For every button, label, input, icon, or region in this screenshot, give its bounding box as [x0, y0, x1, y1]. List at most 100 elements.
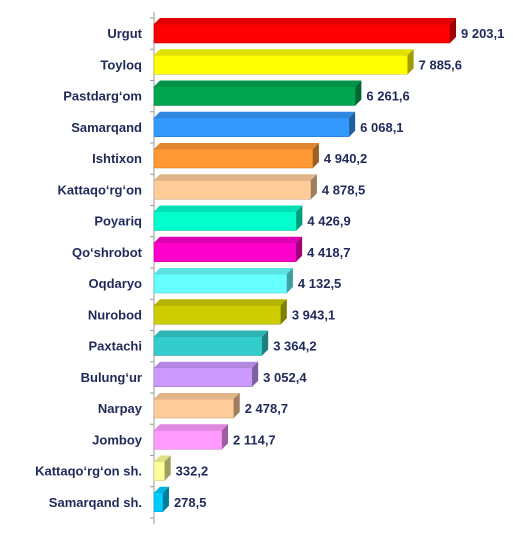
- bar: [153, 455, 171, 481]
- value-label: 278,5: [174, 495, 207, 510]
- bar-top: [154, 330, 269, 337]
- category-label: Bulung‘ur: [81, 370, 142, 385]
- bar-front: [153, 23, 451, 44]
- category-label: Urgut: [107, 26, 142, 41]
- category-label: Ishtixon: [92, 151, 142, 166]
- category-label: Poyariq: [94, 214, 142, 229]
- bar-side: [233, 393, 240, 418]
- category-label: Samarqand: [71, 120, 142, 135]
- category-label: Jomboy: [92, 432, 143, 447]
- bar-front: [153, 148, 314, 169]
- bar-side: [355, 80, 362, 106]
- bar-side: [252, 361, 259, 387]
- bar-side: [310, 174, 317, 200]
- bar: [153, 143, 319, 169]
- value-label: 2 478,7: [245, 401, 288, 416]
- bar-front: [153, 273, 288, 294]
- bars-group: [153, 18, 456, 512]
- bar-front: [153, 211, 297, 231]
- bar-front: [153, 461, 165, 481]
- bar-top: [154, 424, 229, 431]
- category-label: Nurobod: [88, 307, 142, 322]
- bar-side: [162, 486, 169, 512]
- bar-side: [286, 268, 293, 293]
- bar: [153, 424, 229, 450]
- bar-top: [154, 455, 171, 462]
- value-label: 7 885,6: [419, 57, 462, 72]
- bar-top: [154, 361, 259, 368]
- bar-front: [153, 55, 408, 75]
- bar-top: [154, 143, 319, 149]
- category-label: Qo‘shrobot: [72, 245, 143, 260]
- bar: [153, 330, 269, 356]
- bar: [153, 80, 362, 106]
- chart-axis: [150, 12, 155, 524]
- bar-front: [153, 242, 297, 262]
- bar-side: [262, 330, 269, 356]
- bar-top: [154, 299, 287, 306]
- bar-front: [153, 430, 223, 450]
- category-label: Paxtachi: [89, 339, 142, 354]
- bar: [153, 486, 169, 512]
- value-label: 4 940,2: [324, 151, 367, 166]
- bar: [153, 361, 259, 387]
- bar-side: [164, 455, 171, 481]
- bar: [153, 49, 414, 75]
- bar-front: [153, 367, 253, 387]
- bar: [153, 393, 240, 419]
- bar-top: [154, 486, 169, 493]
- bar-front: [153, 180, 312, 200]
- value-label: 6 261,6: [366, 89, 409, 104]
- bar-side: [407, 49, 414, 75]
- bar-top: [154, 174, 317, 181]
- bar-front: [153, 86, 356, 106]
- category-label: Toyloq: [100, 57, 142, 72]
- category-label: Pastdarg‘om: [63, 89, 142, 104]
- bar-front: [153, 305, 282, 325]
- bar-top: [154, 205, 303, 212]
- bar-side: [222, 424, 229, 450]
- labels-group: Urgut 9 203,1 Toyloq 7 885,6 Pastdarg‘om 6 26…: [35, 26, 504, 510]
- bar-side: [296, 205, 303, 231]
- bar: [153, 236, 303, 262]
- bar-front: [153, 492, 164, 512]
- bar: [153, 174, 317, 200]
- value-label: 4 426,9: [307, 214, 350, 229]
- bar-side: [450, 18, 456, 43]
- category-label: Narpay: [98, 401, 143, 416]
- bar-front: [153, 336, 263, 356]
- bar-top: [154, 268, 293, 274]
- value-label: 3 943,1: [292, 307, 335, 322]
- value-label: 4 132,5: [298, 276, 341, 291]
- category-label: Kattaqo‘rg‘on: [58, 182, 143, 197]
- bar-side: [312, 143, 319, 168]
- value-label: 4 878,5: [322, 182, 365, 197]
- bar: [153, 299, 287, 325]
- value-label: 6 068,1: [360, 120, 403, 135]
- value-label: 9 203,1: [461, 26, 504, 41]
- bar-side: [296, 236, 303, 262]
- value-label: 2 114,7: [233, 432, 276, 447]
- bar-top: [154, 49, 414, 56]
- category-label: Kattaqo‘rg‘on sh.: [35, 464, 142, 479]
- category-label: Samarqand sh.: [49, 495, 142, 510]
- value-label: 3 052,4: [263, 370, 307, 385]
- bar: [153, 205, 303, 231]
- value-label: 4 418,7: [307, 245, 350, 260]
- value-label: 332,2: [176, 464, 209, 479]
- bar-side: [349, 111, 356, 137]
- bar-top: [154, 18, 456, 24]
- bar-top: [154, 111, 356, 118]
- bar-side: [280, 299, 287, 325]
- bar: [153, 18, 456, 44]
- bar-front: [153, 398, 234, 419]
- bar-front: [153, 117, 350, 137]
- bar-top: [154, 80, 362, 87]
- bar: [153, 268, 293, 294]
- bar-top: [154, 236, 303, 243]
- bar-top: [154, 393, 240, 399]
- bar: [153, 111, 356, 137]
- value-label: 3 364,2: [273, 339, 316, 354]
- category-label: Oqdaryo: [89, 276, 143, 291]
